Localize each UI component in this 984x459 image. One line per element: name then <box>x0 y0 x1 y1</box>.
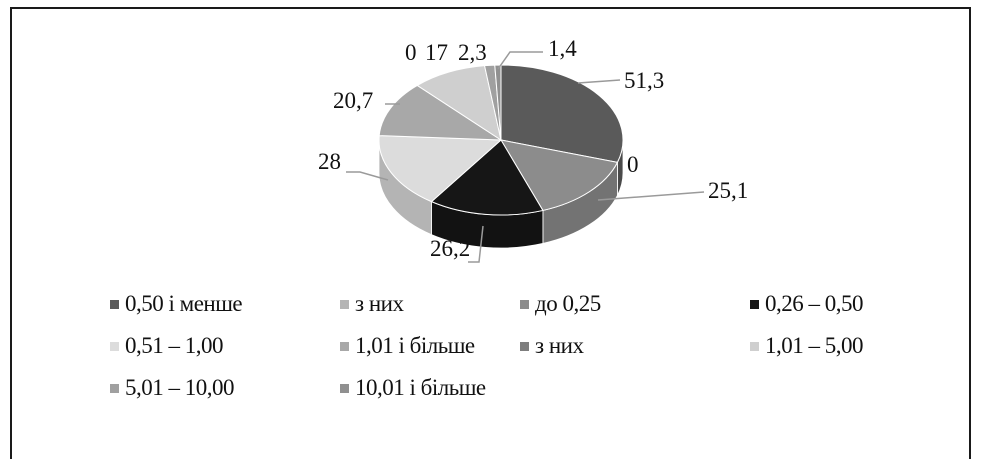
pie-slice-2 <box>500 139 619 212</box>
legend-swatch-8 <box>110 383 119 393</box>
legend-item-8: 5,01 – 10,00 <box>110 374 340 402</box>
legend-swatch-4 <box>110 341 119 351</box>
legend-swatch-6 <box>520 341 529 351</box>
legend-item-3: 0,26 – 0,50 <box>750 290 930 318</box>
pie-slice-3 <box>430 139 544 216</box>
leader-lines <box>346 51 705 263</box>
legend-item-2: до 0,25 <box>520 290 750 318</box>
leader-line-9 <box>497 51 543 70</box>
legend-swatch-0 <box>110 299 119 309</box>
legend-item-1: з них <box>340 290 520 318</box>
legend-label-6: з них <box>535 333 584 358</box>
data-label-2: 25,1 <box>708 178 748 203</box>
legend-label-0: 0,50 і менше <box>125 291 243 316</box>
pie-slice-4 <box>378 135 503 203</box>
legend-item-0: 0,50 і менше <box>110 290 340 318</box>
legend-label-2: до 0,25 <box>535 291 601 316</box>
data-label-5: 20,7 <box>333 88 373 113</box>
legend-label-8: 5,01 – 10,00 <box>125 375 235 400</box>
legend: 0,50 і менше з них до 0,25 0,26 – 0,50 0,51 … <box>110 290 930 402</box>
pie-slice-7 <box>416 65 502 142</box>
legend-label-7: 1,01 – 5,00 <box>765 333 864 358</box>
legend-item-5: 1,01 і більше <box>340 332 520 360</box>
legend-swatch-7 <box>750 341 759 351</box>
leader-line-4 <box>346 171 389 181</box>
legend-item-9: 10,01 і більше <box>340 374 520 402</box>
data-label-8: 2,3 <box>458 40 487 65</box>
legend-swatch-1 <box>340 299 349 309</box>
data-label-4: 28 <box>318 149 341 174</box>
leader-line-2 <box>597 191 705 201</box>
data-labels: 51,3 0 25,1 26,2 28 20,7 0 17 2,3 1,4 <box>318 36 748 261</box>
data-label-0: 51,3 <box>624 68 664 93</box>
pie-slice-5 <box>378 84 503 141</box>
legend-label-1: з них <box>355 291 404 316</box>
legend-label-3: 0,26 – 0,50 <box>765 291 864 316</box>
data-label-3: 26,2 <box>430 236 470 261</box>
data-label-9: 1,4 <box>548 36 577 61</box>
legend-swatch-9 <box>340 383 349 393</box>
legend-item-7: 1,01 – 5,00 <box>750 332 930 360</box>
pie-slice-0 <box>500 64 624 163</box>
legend-label-9: 10,01 і більше <box>355 375 486 400</box>
pie-tops <box>378 64 624 216</box>
legend-label-5: 1,01 і більше <box>355 333 475 358</box>
legend-swatch-5 <box>340 341 349 351</box>
pie-sides <box>378 139 624 249</box>
leader-line-3 <box>468 225 484 263</box>
data-label-6: 0 <box>405 40 417 65</box>
legend-label-4: 0,51 – 1,00 <box>125 333 224 358</box>
data-label-1: 0 <box>627 152 639 177</box>
legend-swatch-2 <box>520 299 529 309</box>
legend-swatch-3 <box>750 299 759 309</box>
chart-frame <box>10 7 971 459</box>
leader-line-0 <box>577 79 621 84</box>
data-label-7: 17 <box>425 40 448 65</box>
legend-item-6: з них <box>520 332 750 360</box>
legend-item-4: 0,51 – 1,00 <box>110 332 340 360</box>
